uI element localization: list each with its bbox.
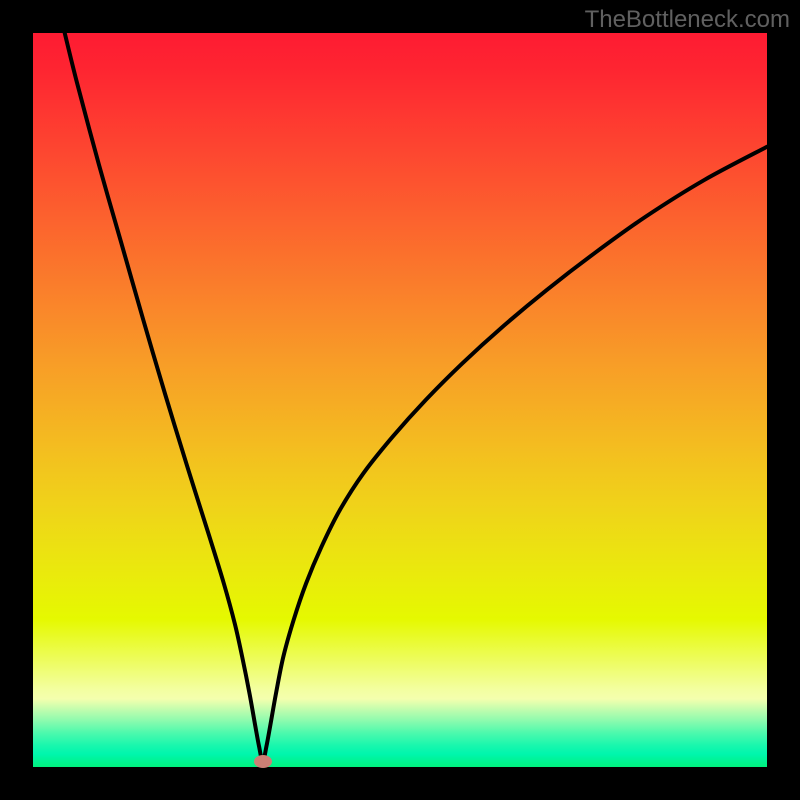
watermark-text: TheBottleneck.com [585,6,790,34]
v-curve-line [65,33,767,762]
curve-svg [0,0,800,800]
chart-container: TheBottleneck.com [0,0,800,800]
